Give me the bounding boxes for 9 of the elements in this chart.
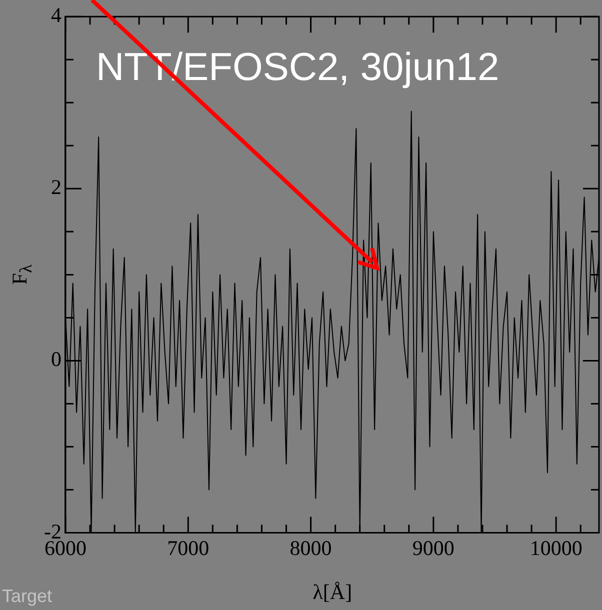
y-tick-label: 0 — [50, 347, 62, 372]
y-tick-label: 4 — [50, 3, 62, 28]
text: Target — [2, 586, 52, 607]
x-tick-label: 8000 — [290, 536, 332, 560]
x-axis-title: λ[Å] — [312, 580, 352, 605]
x-tick-label: 7000 — [167, 536, 210, 560]
x-tick-label: 10000 — [530, 536, 582, 560]
y-tick-label: 2 — [50, 175, 62, 200]
x-tick-label: 9000 — [412, 536, 454, 560]
